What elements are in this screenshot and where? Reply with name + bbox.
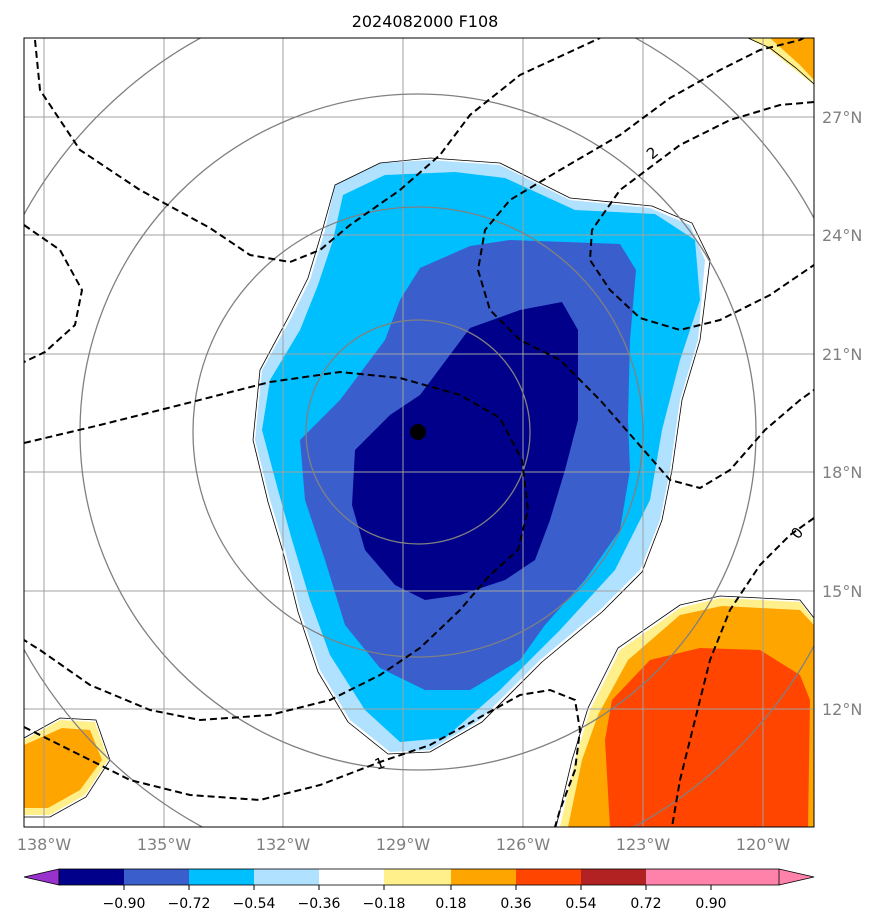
lat-label: 24°N	[822, 226, 862, 245]
field-boundary-line	[555, 595, 814, 827]
colorbar-tick-label: −0.72	[168, 896, 211, 912]
colorbar-tick-label: 0.36	[500, 896, 531, 912]
longitude-labels: 138°W 135°W 132°W 129°W 126°W 123°W 120°…	[17, 835, 791, 854]
map-plot-area: 2 0 1	[24, 38, 814, 827]
colorbar: −0.90 −0.72 −0.54 −0.36 −0.18 0.18 0.36 …	[23, 868, 815, 912]
latitude-labels: 27°N 24°N 21°N 18°N 15°N 12°N	[822, 108, 862, 719]
lat-label: 15°N	[822, 582, 862, 601]
colorbar-tick-label: 0.18	[435, 896, 466, 912]
lon-label: 120°W	[736, 835, 791, 854]
field-boundary-line	[252, 157, 711, 755]
colorbar-segment	[254, 869, 319, 885]
colorbar-extend-outline	[778, 868, 815, 886]
lon-label: 132°W	[256, 835, 311, 854]
contour-label-1: 1	[372, 754, 387, 774]
lat-label: 12°N	[822, 700, 862, 719]
colorbar-segment	[451, 869, 516, 885]
storm-center-marker	[410, 424, 426, 440]
field-boundary-line	[747, 38, 814, 85]
colorbar-segment	[319, 869, 384, 885]
colorbar-tick-label: 0.72	[630, 896, 661, 912]
colorbar-tick-label: −0.36	[298, 896, 341, 912]
range-rings	[24, 38, 814, 827]
figure-title: 2024082000 F108	[352, 12, 499, 31]
colorbar-segment	[124, 869, 189, 885]
lat-label: 21°N	[822, 345, 862, 364]
colorbar-segment	[516, 869, 581, 885]
lon-label: 138°W	[17, 835, 72, 854]
dashed-contours	[24, 38, 814, 827]
colorbar-segment	[581, 869, 646, 885]
lon-label: 135°W	[137, 835, 192, 854]
colorbar-tick-label: 0.54	[565, 896, 596, 912]
lat-label: 18°N	[822, 463, 862, 482]
colorbar-segment	[646, 869, 711, 885]
colorbar-outline	[58, 868, 780, 886]
anomaly-region-red-se	[605, 648, 810, 827]
anomaly-region-navy	[352, 302, 578, 600]
colorbar-ticks	[123, 885, 712, 890]
lon-label: 126°W	[496, 835, 551, 854]
lon-label: 129°W	[376, 835, 431, 854]
graticule	[24, 38, 814, 827]
colorbar-extend-right	[711, 869, 814, 885]
colorbar-tick-label: 0.90	[695, 896, 726, 912]
colorbar-tick-label: −0.90	[103, 896, 146, 912]
colorbar-segment	[189, 869, 254, 885]
anomaly-region-orange-ne	[770, 38, 814, 80]
colorbar-tick-label: −0.54	[233, 896, 276, 912]
lat-label: 27°N	[822, 108, 862, 127]
colorbar-segment	[384, 869, 451, 885]
lon-label: 123°W	[616, 835, 671, 854]
map-frame	[23, 37, 815, 828]
colorbar-extend-left	[23, 868, 60, 886]
colorbar-segment	[59, 869, 124, 885]
colorbar-tick-label: −0.18	[363, 896, 406, 912]
contour-label-0: 0	[787, 524, 807, 543]
